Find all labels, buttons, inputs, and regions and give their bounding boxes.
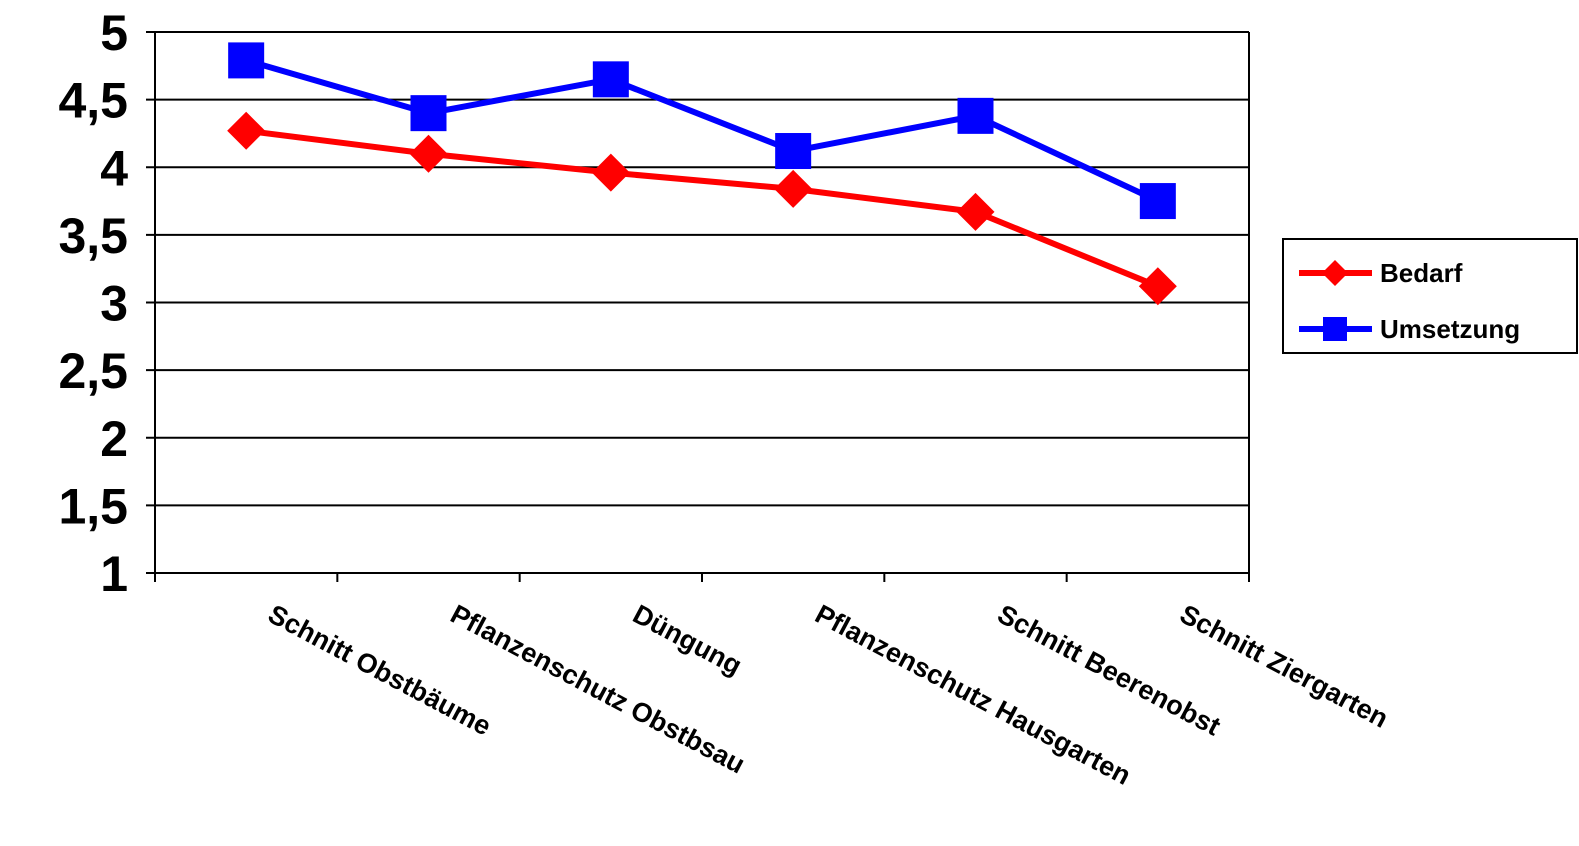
legend: Bedarf Umsetzung [1282, 238, 1578, 354]
legend-item-bedarf: Bedarf [1299, 258, 1463, 288]
y-ticks: 1 1,5 2 2,5 3 3,5 4 4,5 5 [58, 5, 155, 602]
bedarf-point [591, 153, 630, 192]
y-tick-label: 1,5 [58, 478, 128, 534]
y-tick-label: 2 [100, 411, 128, 467]
umsetzung-point [957, 97, 994, 134]
legend-square-marker [1323, 317, 1347, 341]
bedarf-point [956, 192, 995, 231]
bedarf-point [409, 134, 448, 173]
umsetzung-series-line [245, 57, 1160, 204]
y-tick-label: 3,5 [58, 208, 128, 264]
umsetzung-point [410, 95, 447, 132]
y-tick-label: 4,5 [58, 73, 128, 129]
y-tick-label: 2,5 [58, 343, 128, 399]
y-tick-label: 4 [100, 140, 128, 196]
umsetzung-point [1139, 183, 1176, 220]
legend-diamond-marker [1322, 260, 1348, 286]
bedarf-point [1138, 267, 1177, 306]
legend-label: Bedarf [1380, 258, 1463, 288]
y-tick-label: 1 [100, 546, 128, 602]
umsetzung-point [775, 133, 812, 170]
legend-label: Umsetzung [1380, 314, 1520, 344]
bedarf-point [227, 111, 266, 150]
gridlines [155, 31, 1249, 507]
umsetzung-point [592, 61, 629, 98]
bedarf-point [774, 169, 813, 208]
x-tick-label: Pflanzenschutz Hausgarten [810, 599, 1135, 791]
x-tick-label: Pflanzenschutz Obstbsau [446, 599, 750, 780]
umsetzung-point [228, 42, 265, 79]
y-tick-label: 3 [100, 276, 128, 332]
bedarf-series-line [245, 127, 1159, 290]
x-tick-label: Düngung [628, 599, 747, 681]
legend-item-umsetzung: Umsetzung [1299, 314, 1520, 344]
series-layer [227, 42, 1177, 306]
y-tick-label: 5 [100, 5, 128, 61]
